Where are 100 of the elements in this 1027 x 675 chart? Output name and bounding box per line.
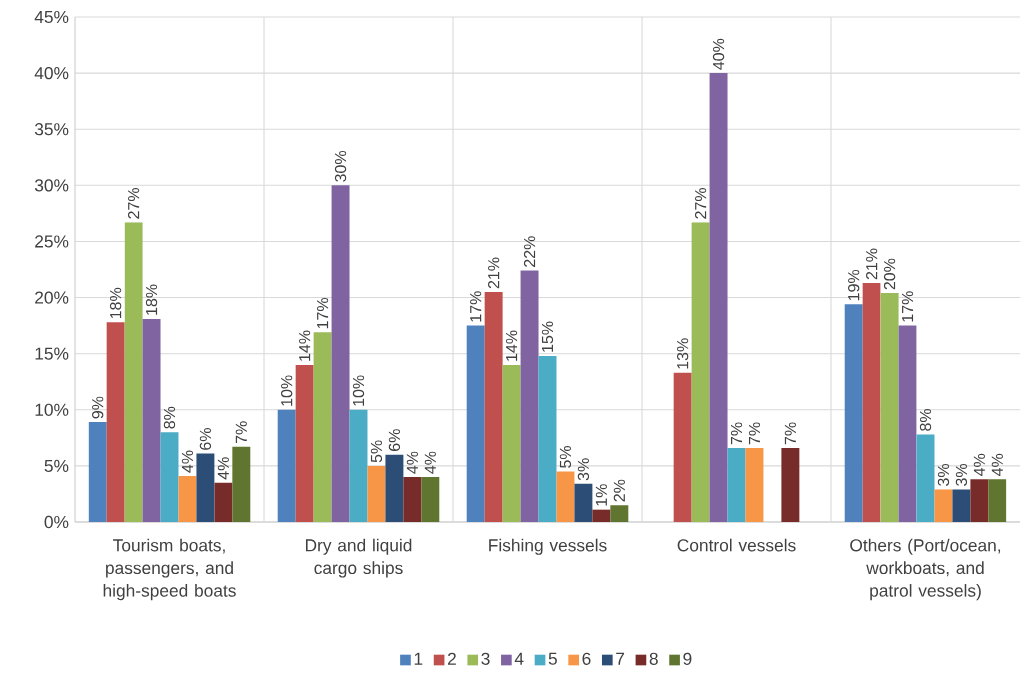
y-tick-label: 45% [34,10,69,24]
bar [277,409,296,522]
data-label: 14% [299,330,311,361]
bar [538,355,557,522]
legend-label: 4 [514,652,524,665]
bar [466,325,485,522]
bar [862,282,881,522]
legend-label: 5 [548,652,557,665]
bar [295,364,314,522]
data-label: 19% [848,269,860,301]
data-label: 4% [181,450,194,473]
y-tick-label: 30% [34,179,69,192]
data-label: 5% [559,446,572,468]
data-label: 7% [784,422,796,445]
y-tick-label: 15% [35,347,69,360]
bar [934,489,953,522]
bar [331,185,350,522]
y-tick-label: 5% [44,459,69,472]
legend-label: 6 [582,652,591,665]
bar [556,471,575,522]
bar [106,322,125,522]
bar [970,479,989,522]
data-label: 4% [406,451,418,474]
data-label: 8% [919,408,932,431]
data-label: 6% [199,428,212,450]
data-label: 15% [541,321,554,352]
legend-label: 2 [447,652,456,665]
data-label: 18% [109,287,122,319]
data-label: 14% [506,330,518,361]
legend-label: 3 [481,652,490,665]
bar [403,477,422,522]
bar [988,479,1007,522]
y-tick-label: 25% [35,235,69,248]
bar [709,73,728,522]
data-label: 7% [748,422,761,445]
data-label: 13% [676,338,689,369]
bar [952,489,971,522]
data-label: 10% [352,375,365,406]
bar [781,447,800,522]
data-label: 4% [424,451,436,474]
bar [178,475,197,522]
data-label: 2% [613,479,625,502]
bar [673,372,692,522]
data-label: 8% [163,406,176,429]
data-label: 7% [235,421,247,444]
x-tick-label: Dry and liquid cargo ships [305,538,412,578]
data-label: 4% [991,453,1003,477]
bar [844,304,863,522]
x-tick-label: Others (Port/ocean, workboats, and patrol vessels) [850,538,1001,601]
data-label: 22% [523,236,536,267]
data-label: 5% [370,440,383,463]
data-label: 10% [281,375,293,406]
data-label: 6% [388,429,401,451]
bar [142,318,161,522]
bar [88,422,107,522]
bar [610,505,629,522]
legend-label: 9 [683,652,692,665]
legend-label: 7 [616,652,625,665]
data-label: 17% [317,297,329,329]
bar [232,446,251,522]
bar [727,447,746,522]
bar [214,482,233,522]
data-label: 4% [217,457,229,480]
x-tick-label: Fishing vessels [489,538,607,555]
bar [196,453,215,522]
data-label: 7% [730,422,743,445]
data-label: 3% [577,458,590,481]
legend-label: 1 [414,652,423,665]
bar [124,222,143,522]
data-label: 30% [334,150,347,182]
y-tick-label: 20% [35,291,69,304]
x-tick-label: Control vessels [677,538,796,552]
data-label: 21% [866,248,878,280]
data-label: 17% [470,291,482,322]
data-label: 9% [92,396,104,419]
data-label: 3% [955,463,968,486]
legend-label: 8 [649,652,658,665]
data-label: 27% [694,187,707,219]
bar [313,332,332,522]
bar [502,364,521,522]
y-tick-label: 10% [35,403,69,416]
bar [691,222,710,522]
data-label: 4% [973,453,985,477]
bar [349,409,368,522]
data-label: 40% [712,38,725,70]
data-label: 27% [127,187,140,219]
bar [898,325,917,522]
bar [520,270,539,522]
bar [574,483,593,522]
bar [592,509,611,522]
y-tick-label: 40% [34,66,69,80]
bar [385,454,404,522]
data-label: 20% [883,258,896,290]
data-label: 18% [145,284,158,315]
bar [484,291,503,522]
bar [160,432,179,522]
bar [916,434,935,522]
bar [880,293,899,522]
bar [367,465,386,522]
x-tick-label: Tourism boats, passengers, and high-speed boats [103,538,236,601]
